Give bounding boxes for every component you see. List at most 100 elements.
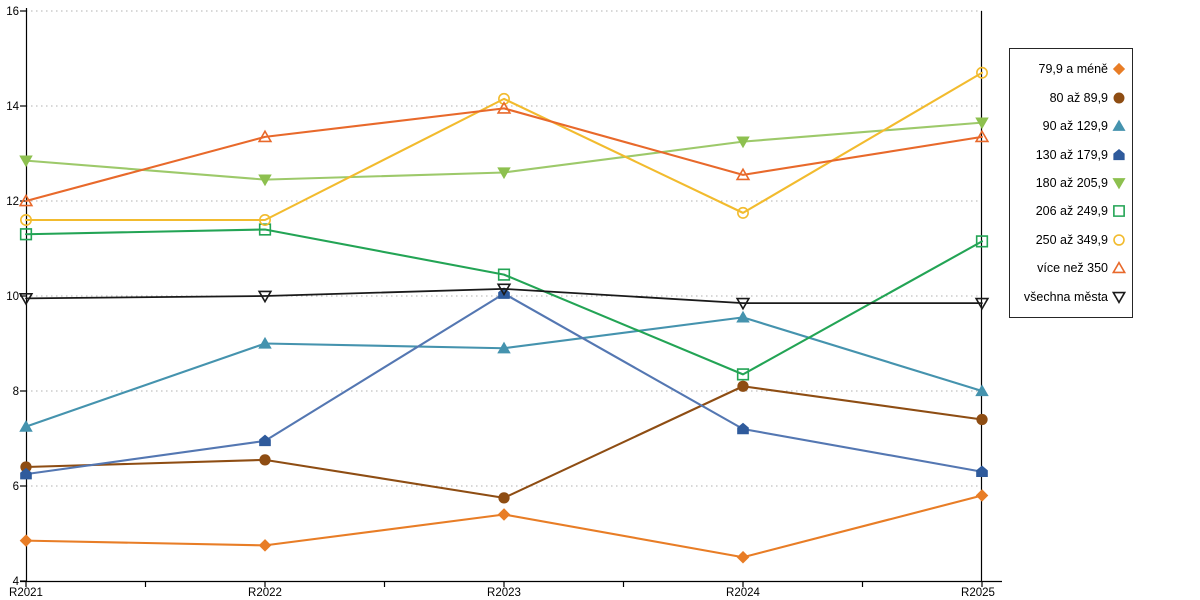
legend-item-label: 90 až 129,9	[1042, 119, 1108, 134]
marker-80-a-89-9-R2022	[259, 454, 271, 466]
marker-90-a-129-9-R2024	[736, 310, 750, 323]
y-tick-label: 8	[13, 386, 19, 398]
series-line-206-a-249-9	[24, 228, 984, 376]
legend-item-label: 250 až 349,9	[1035, 232, 1108, 247]
marker-206-a-249-9-R2025	[975, 235, 989, 248]
triangle-up-marker-icon-glyph	[1112, 119, 1126, 132]
x-tick-label: R2021	[9, 587, 43, 599]
diamond-marker-icon-glyph	[1112, 63, 1126, 76]
open-circle-marker-icon-glyph	[1113, 234, 1125, 246]
x-axis-labels: R2021 R2022 R2023 R2024 R2025	[9, 587, 995, 599]
marker-80-a-89-9-R2024	[737, 380, 749, 392]
series-line-250-a-349-9	[24, 71, 984, 222]
diamond-marker-icon	[1112, 63, 1126, 76]
marker-v-echna-m-sta-R2021	[18, 292, 34, 306]
marker-v-ce-ne-350-R2021	[18, 193, 34, 207]
series-layer	[18, 66, 990, 564]
marker-v-echna-m-sta-R2022	[257, 290, 273, 304]
open-square-marker-icon	[1113, 205, 1125, 218]
legend-item: 90 až 129,9	[1014, 119, 1126, 134]
marker-180-a-205-9-R2023	[497, 167, 511, 180]
x-tick-label: R2023	[487, 587, 521, 599]
y-tick-label: 10	[6, 291, 19, 303]
marker-v-echna-m-sta-R2023	[496, 283, 512, 297]
marker-90-a-129-9-R2022	[258, 336, 272, 349]
marker-79-9-a-m-n-R2022	[258, 539, 272, 552]
legend-item: více než 350	[1014, 261, 1126, 276]
marker-90-a-129-9-R2023	[497, 341, 511, 354]
marker-130-a-179-9-R2021	[20, 467, 32, 480]
marker-180-a-205-9-R2021	[19, 155, 33, 168]
marker-79-9-a-m-n-R2023	[497, 508, 511, 521]
series-line-80-a-89-9	[24, 385, 984, 499]
marker-250-a-349-9-R2025	[976, 66, 988, 79]
legend-item: 206 až 249,9	[1014, 204, 1126, 219]
legend-item-label: 130 až 179,9	[1035, 147, 1108, 162]
marker-v-ce-ne-350-R2023	[496, 101, 512, 114]
marker-180-a-205-9-R2025	[975, 117, 989, 130]
marker-79-9-a-m-n-R2025	[975, 489, 989, 502]
circle-marker-icon-glyph	[1113, 92, 1125, 104]
legend-item-label: 79,9 a méně	[1038, 62, 1109, 77]
legend-item-label: 206 až 249,9	[1035, 204, 1108, 219]
open-triangle-up-marker-icon-glyph	[1112, 261, 1126, 274]
marker-250-a-349-9-R2024	[737, 206, 749, 219]
legend-item: 250 až 349,9	[1014, 232, 1126, 247]
marker-80-a-89-9-R2025	[976, 413, 988, 426]
marker-250-a-349-9-R2021	[20, 214, 32, 226]
y-tick-label: 4	[13, 576, 20, 588]
pentagon-marker-icon	[1113, 148, 1125, 160]
marker-v-ce-ne-350-R2025	[974, 129, 990, 143]
marker-180-a-205-9-R2024	[736, 136, 750, 149]
open-triangle-up-marker-icon	[1112, 261, 1126, 274]
triangle-down-marker-icon-glyph	[1112, 178, 1126, 190]
marker-206-a-249-9-R2021	[19, 228, 33, 241]
marker-206-a-249-9-R2023	[497, 268, 511, 281]
marker-v-ce-ne-350-R2022	[257, 129, 273, 143]
gridlines	[26, 10, 982, 487]
legend-item: 80 až 89,9	[1014, 90, 1126, 105]
legend-item-label: všechna města	[1023, 289, 1108, 304]
legend-item: 130 až 179,9	[1014, 147, 1126, 162]
y-tick-label: 6	[13, 481, 19, 493]
legend-item: všechna města	[1014, 289, 1126, 304]
y-axis-labels: 4 6 8 10 12 14 16	[6, 6, 19, 588]
open-triangle-down-marker-icon	[1112, 291, 1126, 304]
y-tick-label: 14	[6, 101, 19, 113]
y-tick-label: 16	[6, 6, 19, 18]
marker-130-a-179-9-R2022	[259, 434, 271, 447]
series-line-v-echna-m-sta	[25, 287, 983, 305]
marker-79-9-a-m-n-R2024	[736, 550, 750, 564]
triangle-down-marker-icon	[1112, 178, 1126, 190]
marker-130-a-179-9-R2025	[976, 465, 988, 478]
marker-180-a-205-9-R2022	[258, 174, 272, 187]
open-square-marker-icon-glyph	[1113, 205, 1125, 218]
series-line-79-9-a-m-n	[24, 494, 984, 559]
legend-item: 180 až 205,9	[1014, 175, 1126, 190]
marker-130-a-179-9-R2024	[737, 422, 749, 435]
legend: 79,9 a méně 80 až 89,9 90 až 129,9 130 a…	[1009, 48, 1133, 318]
triangle-up-marker-icon	[1112, 119, 1126, 132]
marker-v-ce-ne-350-R2024	[735, 167, 751, 181]
marker-v-echna-m-sta-R2024	[735, 297, 751, 311]
pentagon-marker-icon-glyph	[1113, 148, 1125, 160]
open-circle-marker-icon	[1113, 234, 1125, 246]
marker-90-a-129-9-R2025	[975, 384, 989, 397]
y-tick-label: 12	[6, 196, 19, 208]
marker-79-9-a-m-n-R2021	[19, 534, 33, 547]
marker-80-a-89-9-R2023	[498, 492, 510, 504]
series-line-v-ce-ne-350	[24, 107, 984, 203]
circle-marker-icon	[1113, 92, 1125, 104]
legend-item-label: více než 350	[1037, 261, 1108, 276]
x-tick-label: R2022	[248, 587, 282, 599]
marker-250-a-349-9-R2022	[259, 214, 271, 226]
marker-206-a-249-9-R2024	[736, 368, 750, 381]
marker-90-a-129-9-R2021	[19, 420, 33, 432]
x-tick-label: R2024	[726, 587, 760, 599]
legend-item-label: 180 až 205,9	[1035, 175, 1108, 190]
open-triangle-down-marker-icon-glyph	[1112, 291, 1126, 304]
legend-item: 79,9 a méně	[1014, 62, 1126, 77]
legend-item-label: 80 až 89,9	[1049, 90, 1108, 105]
